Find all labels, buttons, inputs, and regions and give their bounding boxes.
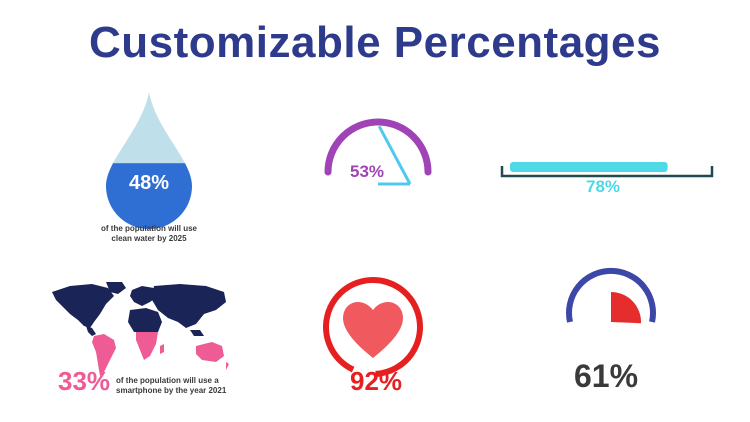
progress-fill bbox=[510, 162, 668, 172]
gauge-percent-label: 53% bbox=[350, 162, 385, 181]
map-percent-label: 33% bbox=[58, 366, 111, 396]
pie-slice bbox=[611, 292, 642, 324]
heart-percent-label: 92% bbox=[350, 366, 403, 396]
map-caption-line1: of the population will use a bbox=[116, 376, 219, 385]
gauge-needle bbox=[377, 125, 412, 185]
page-title: Customizable Percentages bbox=[89, 18, 661, 67]
pie-ring-arc bbox=[566, 267, 656, 323]
gauge-arc bbox=[324, 118, 432, 176]
map-caption: of the population will use a smartphone … bbox=[116, 376, 246, 396]
map-caption-line2: smartphone by the year 2021 bbox=[116, 386, 227, 395]
drop-fill bbox=[106, 163, 192, 229]
heart-ring bbox=[323, 277, 423, 377]
pie-ring bbox=[566, 267, 656, 324]
semi-gauge bbox=[324, 118, 432, 186]
drop-percent-label: 48% bbox=[128, 172, 170, 194]
drop-caption-line1: of the population will use bbox=[101, 224, 197, 233]
progress-track bbox=[500, 166, 714, 178]
progress-bar bbox=[500, 162, 714, 178]
drop-caption-line2: clean water by 2025 bbox=[111, 234, 187, 243]
world-map-icon bbox=[52, 282, 229, 376]
heart-ring-arc bbox=[323, 277, 423, 377]
pie-percent-label: 61% bbox=[574, 358, 639, 394]
water-drop-icon bbox=[106, 92, 192, 229]
progress-percent-label: 78% bbox=[586, 177, 621, 196]
heart-icon bbox=[343, 301, 403, 358]
drop-caption: of the population will use clean water b… bbox=[84, 224, 214, 244]
